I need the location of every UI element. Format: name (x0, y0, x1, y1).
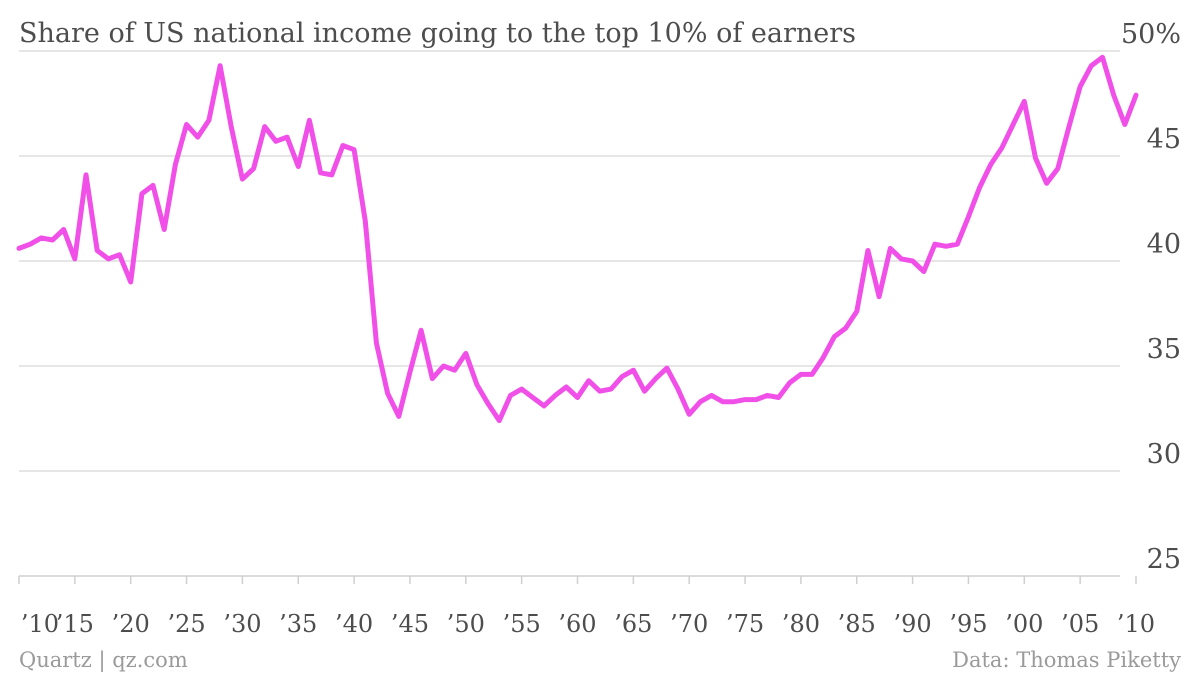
x-tick-label: ’15 (56, 610, 94, 638)
x-tick-label: ’45 (391, 610, 429, 638)
data-source: Data: Thomas Piketty (952, 648, 1181, 672)
x-tick-label: ’35 (279, 610, 317, 638)
series-line-0 (16, 54, 1139, 424)
x-tick-label: ’00 (1005, 610, 1043, 638)
chart-title: Share of US national income going to the… (19, 18, 856, 49)
x-tick-label: ’95 (949, 610, 987, 638)
x-tick-label: ’30 (223, 610, 261, 638)
y-tick-label: 35 (1147, 334, 1181, 365)
x-tick-label: ’20 (112, 610, 150, 638)
x-tick-label: ’25 (167, 610, 205, 638)
x-tick-label: ’55 (503, 610, 541, 638)
y-tick-label: 25 (1147, 544, 1181, 575)
gridlines (19, 50, 1120, 577)
x-tick-label: ’80 (782, 610, 820, 638)
x-axis-ticks: ’10’15’20’25’30’35’40’45’50’55’60’65’70’… (18, 576, 1155, 638)
series-layer (16, 54, 1139, 424)
y-tick-label: 50% (1121, 19, 1181, 50)
x-tick-label: ’90 (894, 610, 932, 638)
x-tick-label: ’40 (335, 610, 373, 638)
x-tick-label: ’10 (1117, 610, 1155, 638)
x-tick-label: ’85 (838, 610, 876, 638)
x-tick-label: ’65 (614, 610, 652, 638)
source-credit: Quartz | qz.com (19, 648, 188, 673)
x-tick-label: ’60 (558, 610, 596, 638)
y-axis-ticks: 50% 45 40 35 30 25 (1121, 19, 1181, 575)
y-tick-label: 40 (1147, 229, 1181, 260)
x-tick-label: ’10 (21, 610, 59, 638)
x-tick-label: ’05 (1061, 610, 1099, 638)
x-tick-label: ’50 (447, 610, 485, 638)
y-tick-label: 45 (1147, 124, 1181, 155)
x-tick-label: ’75 (726, 610, 764, 638)
y-tick-label: 30 (1147, 439, 1181, 470)
x-tick-label: ’70 (670, 610, 708, 638)
